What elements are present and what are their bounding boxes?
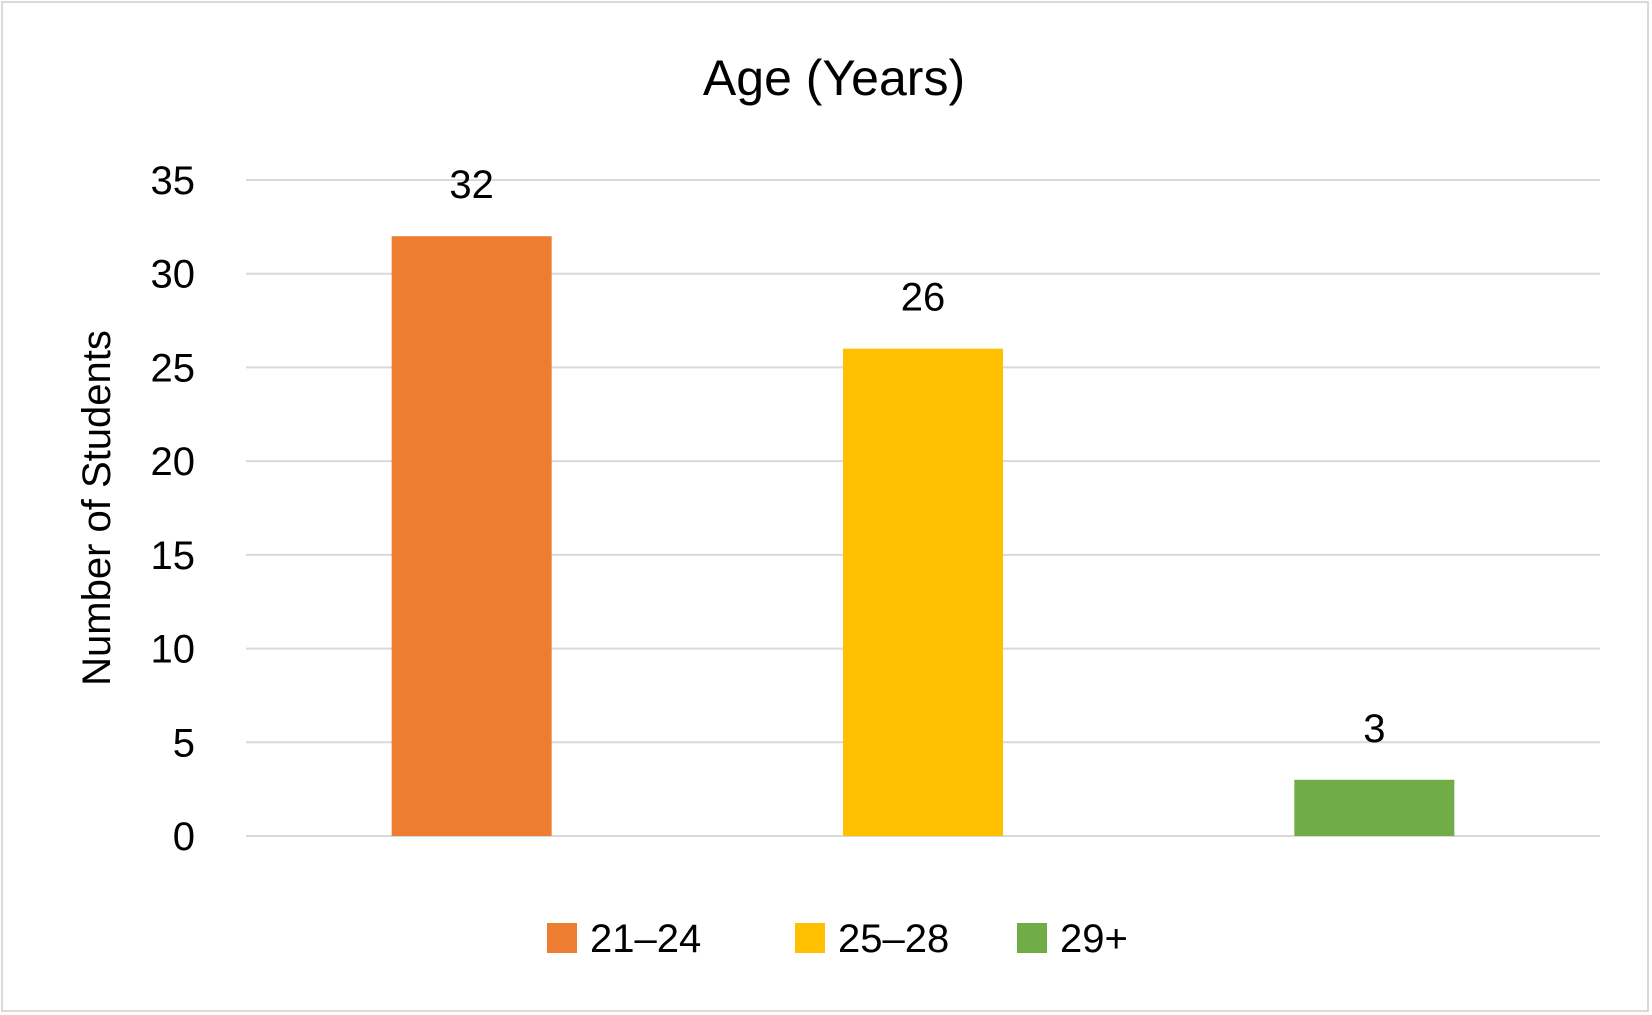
- y-tick-label: 0: [173, 815, 195, 859]
- y-tick-label: 35: [151, 159, 196, 203]
- bar-25–28: [843, 348, 1003, 836]
- y-tick-label: 10: [151, 628, 196, 672]
- legend-label: 25–28: [838, 917, 949, 961]
- data-labels: 32 26 3: [449, 163, 1385, 751]
- y-tick-label: 15: [151, 534, 196, 578]
- y-tick-label: 20: [151, 440, 196, 484]
- data-label: 3: [1363, 707, 1385, 751]
- legend-label: 29+: [1060, 917, 1128, 961]
- legend-swatch: [795, 923, 825, 953]
- legend: 21–24 25–28 29+: [547, 917, 1128, 961]
- chart-title: Age (Years): [703, 50, 965, 106]
- data-label: 26: [901, 276, 946, 320]
- y-tick-label: 25: [151, 346, 196, 390]
- bar-29+: [1294, 779, 1455, 836]
- legend-swatch: [1017, 923, 1047, 953]
- legend-label: 21–24: [590, 917, 701, 961]
- data-label: 32: [449, 163, 494, 207]
- y-tick-label: 5: [173, 721, 195, 765]
- legend-swatch: [547, 923, 577, 953]
- bar-21–24: [391, 236, 552, 836]
- y-axis-title: Number of Students: [75, 330, 119, 686]
- bars: [391, 236, 1455, 836]
- y-axis-ticks: 0 5 10 15 20 25 30 35: [151, 159, 196, 859]
- y-tick-label: 30: [151, 253, 196, 297]
